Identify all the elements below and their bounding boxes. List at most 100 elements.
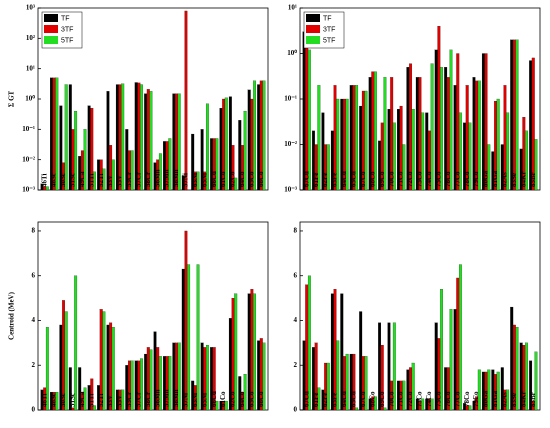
bar xyxy=(336,340,340,411)
bar xyxy=(78,367,82,411)
bar xyxy=(305,26,309,191)
x-tick-label-group: 61Fe xyxy=(312,393,320,407)
bar xyxy=(90,108,94,191)
x-tick-label-group: 57Ni xyxy=(182,393,190,407)
x-tick-label: 51Sc xyxy=(69,173,77,187)
legend-swatch xyxy=(44,14,58,22)
bar xyxy=(529,360,533,411)
x-tick-label: 46Ti xyxy=(40,173,48,187)
x-tick-label-group: 65Co xyxy=(247,391,255,407)
x-tick-label-group: 56Mn xyxy=(153,389,161,407)
x-tick-label-group: 68Co xyxy=(368,391,376,407)
bar xyxy=(326,362,330,411)
bar xyxy=(64,311,68,411)
x-tick-label-group: 80Ga xyxy=(482,171,490,187)
x-tick-label-group: 46Ti xyxy=(40,173,48,187)
bar xyxy=(206,344,209,411)
bar xyxy=(515,327,519,411)
y-tick-label: 10⁰ xyxy=(25,95,35,103)
bar xyxy=(402,380,406,411)
x-tick-label-group: 64Cu xyxy=(340,391,348,407)
x-tick-label: 56Mn xyxy=(153,169,161,187)
x-tick-label-group: 58Mn xyxy=(172,169,180,187)
x-tick-label: 65Co xyxy=(247,391,255,407)
x-tick-label-group: 66Co xyxy=(257,391,265,407)
x-tick-label: 83Se xyxy=(510,173,518,187)
bar xyxy=(515,39,519,191)
bar xyxy=(392,322,396,411)
x-tick-label-group: 55V xyxy=(116,175,124,187)
x-tick-label: 49Ca xyxy=(78,391,86,407)
x-tick-label: 58Cr xyxy=(144,392,152,407)
x-tick-label-group: 77Co xyxy=(453,391,461,407)
x-tick-label: 62Fe xyxy=(321,393,329,407)
x-tick-label-group: 50Sc xyxy=(59,173,67,187)
bar xyxy=(307,49,311,191)
x-tick-label: 74Co xyxy=(425,391,433,407)
bar xyxy=(45,186,49,191)
bar xyxy=(355,407,359,411)
x-tick-label: 84Kr xyxy=(519,171,527,187)
x-tick-label-group: 51Sc xyxy=(69,173,77,187)
x-tick-label: 66Co xyxy=(257,391,265,407)
bar xyxy=(440,67,443,191)
bar xyxy=(253,80,256,191)
y-axis-label: Σ GT xyxy=(8,90,16,107)
x-tick-label: 57Mn xyxy=(163,169,171,187)
legend-swatch xyxy=(306,14,320,22)
bar xyxy=(534,351,538,411)
x-tick-label-group: 72Co xyxy=(406,171,414,187)
bar xyxy=(55,77,59,191)
bar xyxy=(184,230,188,411)
x-tick-label-group: 84Kr xyxy=(519,171,527,187)
x-tick-label: 84Kr xyxy=(519,391,527,407)
bar xyxy=(196,171,200,191)
bar xyxy=(468,405,472,411)
bar xyxy=(421,112,425,191)
bar xyxy=(231,145,235,191)
bar xyxy=(430,63,434,191)
y-axis-label: Centroid (MeV) xyxy=(8,291,16,340)
x-tick-label: 52Ti xyxy=(97,173,105,187)
bar xyxy=(411,108,415,191)
bar xyxy=(506,112,510,191)
bar xyxy=(71,407,75,411)
x-tick-label-group: 51Ti xyxy=(87,173,95,187)
x-tick-label: 73Co xyxy=(416,391,424,407)
x-tick-label-group: 69Co xyxy=(378,391,386,407)
x-tick-label: 71Co xyxy=(397,391,405,407)
x-tick-label: 67Cu xyxy=(302,171,310,187)
y-tick-label: 10⁻³ xyxy=(22,186,35,194)
x-tick-label-group: 67Cu xyxy=(302,391,310,407)
x-tick-label-group: 63Ni xyxy=(191,393,199,407)
x-tick-label-group: 57Mn xyxy=(163,169,171,187)
x-tick-label-group: 77Co xyxy=(453,171,461,187)
bar xyxy=(355,85,359,191)
x-tick-label-group: 73Co xyxy=(416,391,424,407)
bar xyxy=(234,177,238,191)
x-tick-label: 50Sc xyxy=(59,393,67,407)
x-tick-label-group: 50Sc xyxy=(59,393,67,407)
x-tick-label: 77Co xyxy=(453,391,461,407)
x-tick-label-group: 81Ga xyxy=(491,391,499,407)
x-tick-label-group: 83Se xyxy=(510,393,518,407)
x-tick-label-group: 73Co xyxy=(416,171,424,187)
x-tick-label: 66Co xyxy=(257,171,265,187)
bar xyxy=(253,293,256,411)
x-tick-label: 57Ni xyxy=(182,173,190,187)
bar xyxy=(102,311,106,411)
bar xyxy=(262,80,266,191)
x-tick-label: 72Co xyxy=(406,171,414,187)
legend-label: 3TF xyxy=(61,26,73,33)
bar xyxy=(111,327,115,411)
bar xyxy=(130,150,134,191)
bar xyxy=(317,85,321,191)
x-tick-label: 77Co xyxy=(453,171,461,187)
bar xyxy=(45,327,49,411)
x-tick-label-group: 57Cr xyxy=(134,172,142,187)
bar xyxy=(158,356,162,411)
bar xyxy=(149,349,153,411)
x-tick-label: 75Co xyxy=(434,171,442,187)
bar xyxy=(458,112,462,191)
bar xyxy=(383,77,387,191)
